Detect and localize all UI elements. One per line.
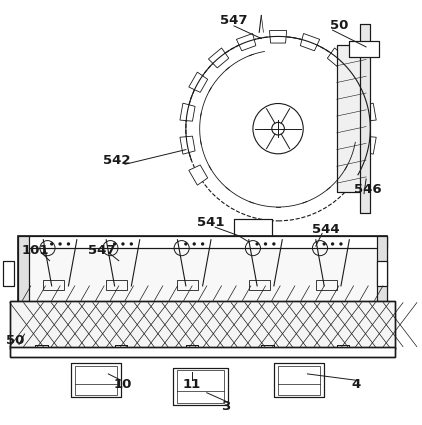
Text: 4: 4	[351, 378, 360, 391]
Bar	[349, 41, 379, 57]
Bar	[278, 366, 320, 395]
Bar	[35, 345, 48, 351]
Text: 546: 546	[354, 183, 382, 196]
Bar	[18, 235, 387, 303]
Polygon shape	[300, 34, 320, 51]
Bar	[261, 345, 274, 351]
Circle shape	[339, 242, 343, 246]
Text: 3: 3	[221, 400, 230, 413]
Circle shape	[272, 242, 276, 246]
Bar	[70, 363, 121, 397]
Text: 542: 542	[103, 153, 130, 167]
Circle shape	[113, 242, 116, 246]
Polygon shape	[361, 103, 376, 121]
Bar	[234, 219, 272, 235]
Circle shape	[58, 242, 62, 246]
Bar	[3, 261, 14, 286]
Circle shape	[192, 242, 196, 246]
Circle shape	[50, 242, 53, 246]
Bar	[10, 347, 395, 357]
Bar	[316, 280, 337, 290]
Text: 101: 101	[22, 244, 49, 257]
Polygon shape	[208, 48, 229, 68]
Text: 10: 10	[114, 378, 132, 391]
Polygon shape	[180, 136, 195, 154]
Bar	[70, 363, 121, 397]
Text: 541: 541	[197, 216, 225, 230]
Bar	[173, 368, 228, 405]
Bar	[337, 345, 349, 351]
Bar	[18, 235, 387, 248]
Bar	[3, 261, 14, 286]
Bar	[18, 235, 29, 303]
Polygon shape	[349, 72, 368, 92]
Bar	[376, 235, 387, 303]
Bar	[274, 363, 324, 397]
Bar	[18, 235, 387, 248]
Circle shape	[67, 242, 70, 246]
Bar	[376, 235, 387, 303]
Bar	[178, 370, 224, 403]
Bar	[115, 345, 127, 351]
Bar	[337, 45, 366, 192]
Circle shape	[255, 242, 259, 246]
Bar	[173, 368, 228, 405]
Polygon shape	[349, 165, 368, 185]
Text: 50: 50	[330, 20, 348, 32]
Bar	[18, 235, 387, 303]
Bar	[376, 261, 387, 286]
Circle shape	[130, 242, 133, 246]
Bar	[10, 300, 395, 349]
Polygon shape	[180, 103, 195, 121]
Bar	[360, 24, 370, 212]
Circle shape	[201, 242, 204, 246]
Text: 547: 547	[220, 14, 248, 27]
Bar	[10, 300, 395, 349]
Bar	[376, 261, 387, 286]
Text: 11: 11	[183, 378, 201, 391]
Polygon shape	[189, 165, 208, 185]
Text: 544: 544	[312, 223, 340, 236]
Polygon shape	[236, 34, 256, 51]
Circle shape	[331, 242, 334, 246]
Bar	[337, 345, 349, 351]
Bar	[115, 345, 127, 351]
Bar	[43, 280, 64, 290]
Text: 547: 547	[88, 244, 116, 257]
Bar	[186, 345, 198, 351]
Bar	[274, 363, 324, 397]
Polygon shape	[327, 48, 348, 68]
Bar	[261, 345, 274, 351]
Polygon shape	[189, 72, 208, 92]
Circle shape	[322, 242, 326, 246]
Circle shape	[184, 242, 187, 246]
Text: 50: 50	[5, 334, 24, 347]
Bar	[35, 345, 48, 351]
Bar	[75, 366, 116, 395]
Bar	[10, 347, 395, 357]
Bar	[337, 45, 366, 192]
Bar	[234, 219, 272, 235]
Circle shape	[121, 242, 124, 246]
Bar	[106, 280, 127, 290]
Bar	[349, 41, 379, 57]
Circle shape	[264, 242, 267, 246]
Bar	[186, 345, 198, 351]
Bar	[18, 235, 29, 303]
Polygon shape	[361, 136, 376, 154]
Bar	[178, 280, 198, 290]
Bar	[360, 24, 370, 212]
Polygon shape	[270, 31, 287, 43]
Bar	[249, 280, 270, 290]
